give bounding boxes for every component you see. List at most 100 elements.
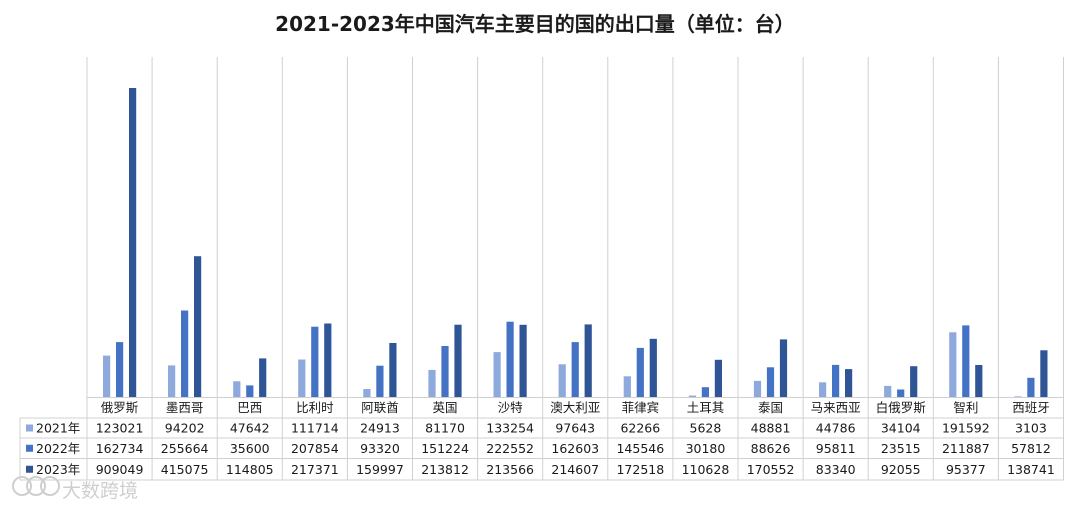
data-label-2021年-菲律宾: 62266 [620, 421, 660, 436]
data-label-2021年-比利时: 111714 [291, 421, 339, 436]
bar-2023年-泰国 [779, 339, 788, 398]
bar-2022年-智利 [962, 325, 970, 398]
legend-key-2021年 [26, 424, 33, 432]
bar-2021年-土耳其 [688, 395, 696, 398]
bar-2021年-泰国 [753, 380, 762, 398]
data-label-2023年-菲律宾: 172518 [616, 462, 664, 477]
category-label: 澳大利亚 [550, 400, 600, 415]
data-label-2023年-智利: 95377 [946, 462, 986, 477]
bar-2023年-沙特 [519, 324, 527, 398]
watermark-text: 大数跨境 [62, 480, 138, 502]
data-label-2022年-西班牙: 57812 [1011, 441, 1051, 456]
data-label-2023年-阿联酋: 159997 [356, 462, 404, 477]
bar-2021年-西班牙 [1014, 396, 1022, 398]
data-label-2021年-英国: 81170 [425, 421, 465, 436]
category-label: 巴西 [237, 400, 262, 415]
bar-2023年-巴西 [259, 358, 267, 398]
bar-2022年-巴西 [246, 385, 254, 398]
bar-2023年-英国 [454, 324, 462, 398]
category-label: 菲律宾 [622, 400, 660, 415]
data-label-2021年-白俄罗斯: 34104 [881, 421, 921, 436]
bar-2022年-英国 [441, 346, 449, 398]
data-label-2022年-土耳其: 30180 [686, 441, 726, 456]
category-label: 英国 [433, 400, 458, 415]
bar-2022年-西班牙 [1027, 377, 1035, 398]
bar-2021年-智利 [949, 332, 957, 398]
data-label-2023年-西班牙: 138741 [1007, 462, 1055, 477]
data-label-2022年-马来西亚: 95811 [816, 441, 856, 456]
bar-2021年-比利时 [298, 359, 306, 398]
category-label: 白俄罗斯 [876, 400, 926, 415]
category-label: 智利 [953, 400, 978, 415]
data-label-2023年-巴西: 114805 [226, 462, 274, 477]
data-label-2022年-菲律宾: 145546 [616, 441, 664, 456]
data-label-2023年-泰国: 170552 [747, 462, 795, 477]
data-label-2021年-阿联酋: 24913 [360, 421, 400, 436]
bar-2022年-沙特 [506, 321, 514, 398]
data-label-2023年-俄罗斯: 909049 [96, 462, 144, 477]
data-label-2021年-泰国: 48881 [751, 421, 791, 436]
bar-2022年-俄罗斯 [116, 342, 124, 398]
chart-title: 2021-2023年中国汽车主要目的国的出口量（单位：台） [275, 12, 795, 36]
bar-2021年-俄罗斯 [103, 355, 111, 398]
data-label-2022年-泰国: 88626 [751, 441, 791, 456]
bar-2023年-西班牙 [1040, 350, 1048, 398]
bar-2021年-沙特 [493, 352, 501, 398]
bar-2021年-阿联酋 [363, 389, 371, 398]
bar-2022年-澳大利亚 [571, 342, 579, 398]
legend-label-2021年: 2021年 [36, 421, 80, 436]
data-label-2023年-白俄罗斯: 92055 [881, 462, 921, 477]
plot-area [86, 57, 1064, 398]
data-label-2022年-澳大利亚: 162603 [551, 441, 599, 456]
data-label-2023年-比利时: 217371 [291, 462, 339, 477]
bar-2021年-白俄罗斯 [884, 385, 892, 398]
data-label-2021年-西班牙: 3103 [1015, 421, 1047, 436]
data-label-2022年-巴西: 35600 [230, 441, 270, 456]
data-label-2021年-俄罗斯: 123021 [96, 421, 144, 436]
data-label-2023年-土耳其: 110628 [682, 462, 730, 477]
bar-2023年-阿联酋 [389, 343, 397, 398]
bar-2023年-菲律宾 [649, 338, 657, 398]
data-label-2022年-英国: 151224 [421, 441, 469, 456]
data-label-2023年-澳大利亚: 214607 [551, 462, 599, 477]
category-label: 泰国 [758, 400, 783, 415]
data-label-2021年-沙特: 133254 [486, 421, 534, 436]
data-label-2022年-阿联酋: 93320 [360, 441, 400, 456]
bar-2022年-菲律宾 [636, 347, 644, 398]
data-label-2021年-澳大利亚: 97643 [555, 421, 595, 436]
data-label-2023年-马来西亚: 83340 [816, 462, 856, 477]
category-label: 俄罗斯 [101, 400, 139, 415]
data-label-2021年-智利: 191592 [942, 421, 990, 436]
bar-2023年-澳大利亚 [584, 324, 592, 398]
category-label: 马来西亚 [811, 400, 861, 415]
data-label-2022年-比利时: 207854 [291, 441, 339, 456]
bar-2023年-马来西亚 [845, 369, 853, 398]
bar-2023年-墨西哥 [194, 256, 202, 398]
bar-2022年-马来西亚 [832, 364, 840, 398]
bar-2022年-泰国 [766, 367, 775, 398]
bar-2022年-墨西哥 [181, 310, 189, 398]
data-label-2022年-沙特: 222552 [486, 441, 534, 456]
data-label-2023年-墨西哥: 415075 [161, 462, 209, 477]
category-label: 土耳其 [687, 400, 725, 415]
bar-2023年-比利时 [324, 323, 332, 398]
data-label-2022年-智利: 211887 [942, 441, 990, 456]
bar-2022年-阿联酋 [376, 365, 384, 398]
category-label: 比利时 [296, 400, 334, 415]
category-label: 沙特 [498, 400, 523, 415]
data-label-2022年-墨西哥: 255664 [161, 441, 209, 456]
data-label-2021年-巴西: 47642 [230, 421, 270, 436]
category-label: 墨西哥 [166, 400, 204, 415]
bar-2023年-白俄罗斯 [910, 366, 918, 398]
bar-2021年-英国 [428, 369, 436, 398]
bar-2023年-智利 [975, 365, 983, 398]
legend-key-2022年 [26, 444, 33, 452]
bar-2021年-马来西亚 [819, 382, 827, 398]
data-label-2021年-马来西亚: 44786 [816, 421, 856, 436]
category-label: 西班牙 [1012, 400, 1050, 415]
category-label: 阿联酋 [361, 400, 399, 415]
bar-2022年-白俄罗斯 [897, 389, 905, 398]
bar-2021年-澳大利亚 [558, 364, 566, 398]
bar-2023年-俄罗斯 [129, 88, 137, 398]
